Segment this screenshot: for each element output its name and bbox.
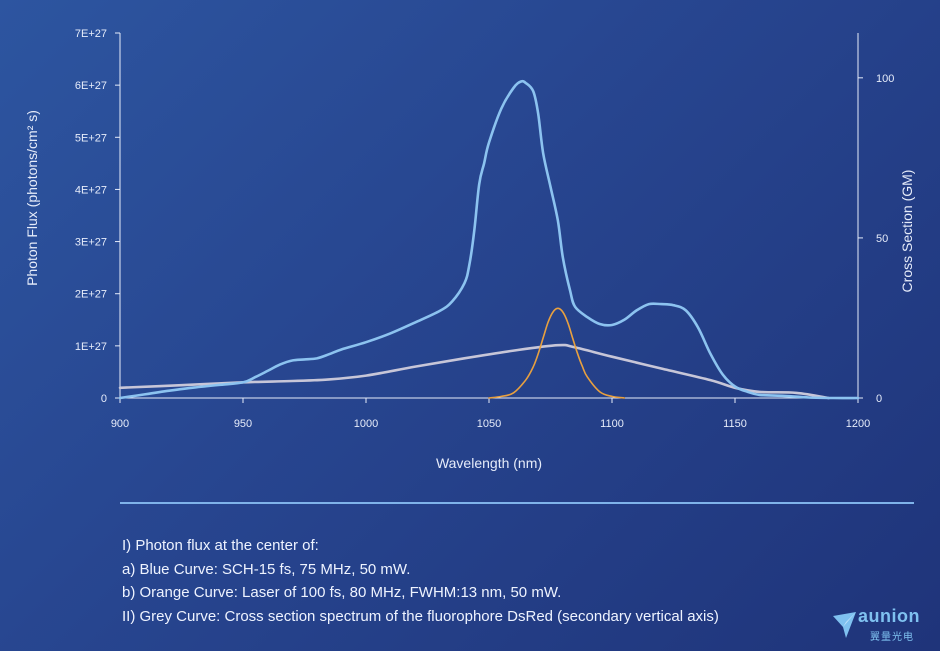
x-axis-title: Wavelength (nm): [436, 455, 542, 471]
y-tick-label: 1E+27: [75, 341, 107, 353]
chart-axes: 900 950 1000 1050 1100 1150 120001E+272E+273E+…: [75, 28, 894, 430]
logo-subtitle: 翼量光电: [870, 632, 914, 643]
note-line-4: II) Grey Curve: Cross section spectrum o…: [122, 607, 719, 625]
x-tick-label: 950: [234, 418, 252, 430]
x-tick-label: 900: [111, 418, 129, 430]
y2-axis-title: Cross Section (GM): [899, 170, 915, 293]
y2-tick-label: 0: [876, 393, 882, 405]
y-tick-label: 3E+27: [75, 237, 107, 249]
series-line-orange: [488, 307, 626, 399]
logo-mark-icon: [833, 612, 856, 638]
y-tick-label: 5E+27: [75, 132, 107, 144]
chart-notes: I) Photon flux at the center of: a) Blue…: [122, 534, 842, 628]
y-tick-label: 0: [101, 393, 107, 405]
y-axis-title: Photon Flux (photons/cm² s): [24, 110, 40, 286]
note-line-3: b) Orange Curve: Laser of 100 fs, 80 MHz…: [122, 584, 562, 601]
x-tick-label: 1050: [477, 418, 501, 430]
y-tick-label: 7E+27: [75, 28, 107, 40]
brand-logo: aunion 翼量光电: [832, 606, 932, 644]
y-tick-label: 4E+27: [75, 184, 107, 196]
note-line-2: a) Blue Curve: SCH-15 fs, 75 MHz, 50 mW.: [122, 560, 411, 578]
series-line-grey: [118, 343, 830, 400]
y2-tick-label: 50: [876, 233, 888, 245]
chart-series: [118, 79, 860, 400]
y2-tick-label: 100: [876, 73, 894, 85]
logo-wordmark: aunion: [858, 606, 920, 626]
chart: 900 950 1000 1050 1100 1150 120001E+272E+273E+…: [24, 28, 915, 471]
x-tick-label: 1150: [723, 418, 747, 430]
x-tick-label: 1200: [846, 418, 870, 430]
x-tick-label: 1100: [600, 418, 624, 430]
divider-line: [120, 502, 914, 504]
x-tick-label: 1000: [354, 418, 378, 430]
y-tick-label: 6E+27: [75, 80, 107, 92]
note-line-1: I) Photon flux at the center of:: [122, 537, 319, 554]
series-line-blue: [118, 79, 860, 400]
y-tick-label: 2E+27: [75, 289, 107, 301]
